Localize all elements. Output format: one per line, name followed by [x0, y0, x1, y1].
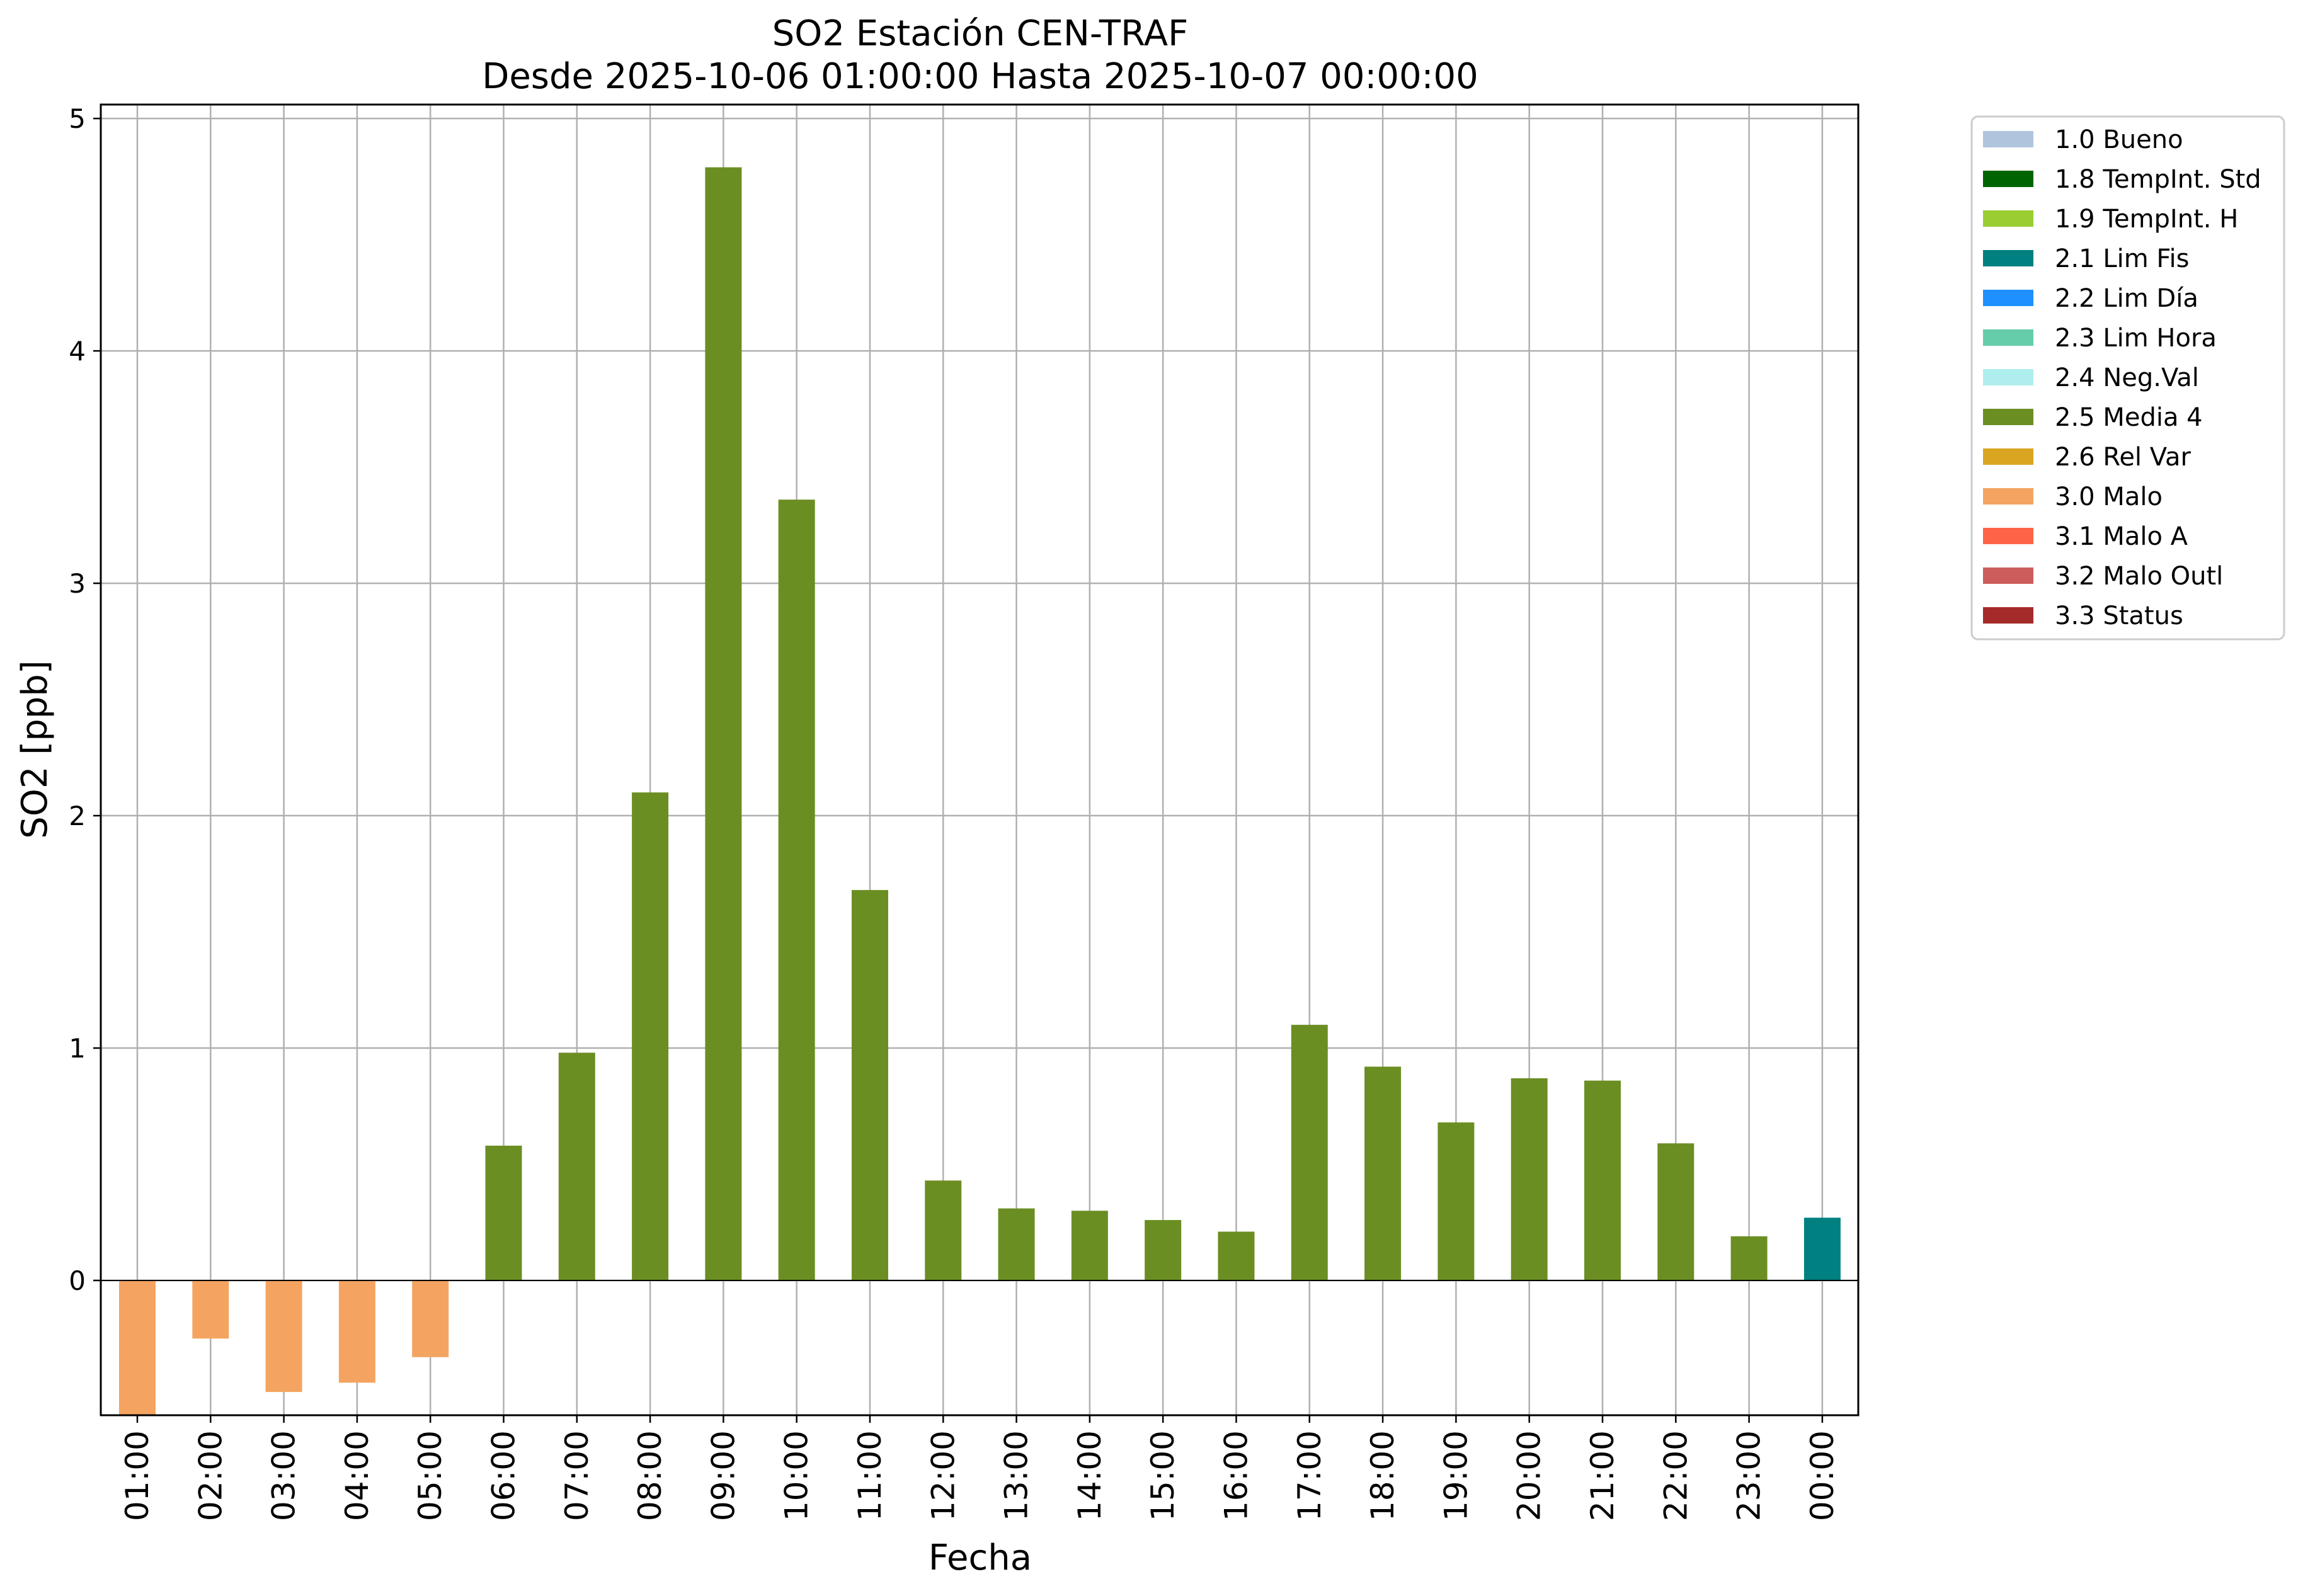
legend-label: 2.6 Rel Var	[2055, 443, 2192, 472]
legend-swatch	[1983, 171, 2033, 187]
bar	[778, 499, 815, 1280]
legend-swatch	[1983, 250, 2033, 266]
legend-label: 2.2 Lim Día	[2055, 284, 2198, 313]
legend-label: 3.1 Malo A	[2055, 522, 2188, 551]
legend-swatch	[1983, 607, 2033, 624]
legend-label: 1.8 TempInt. Std	[2055, 165, 2261, 194]
bar	[1364, 1066, 1402, 1280]
legend-label: 3.3 Status	[2055, 601, 2183, 630]
chart-subtitle: Desde 2025-10-06 01:00:00 Hasta 2025-10-…	[482, 56, 1478, 97]
x-tick-label: 01:00	[119, 1430, 156, 1521]
bar	[1071, 1211, 1108, 1280]
x-tick-label: 14:00	[1071, 1430, 1108, 1521]
legend-swatch	[1983, 528, 2033, 544]
x-tick-label: 18:00	[1364, 1430, 1401, 1521]
legend-swatch	[1983, 488, 2033, 504]
bar	[119, 1280, 156, 1415]
x-tick-label: 12:00	[925, 1430, 961, 1521]
bar	[1218, 1231, 1255, 1280]
bar	[1657, 1143, 1694, 1280]
bar	[1584, 1080, 1621, 1280]
chart-title: SO2 Estación CEN-TRAF	[772, 13, 1189, 54]
bar	[852, 890, 888, 1280]
legend-swatch	[1983, 329, 2033, 346]
bars	[119, 167, 1841, 1415]
legend-label: 1.0 Bueno	[2055, 125, 2183, 154]
x-tick-label: 00:00	[1804, 1430, 1841, 1521]
plot-area-frame	[100, 103, 1860, 1416]
x-tick-label: 19:00	[1437, 1430, 1474, 1521]
x-tick-label: 16:00	[1218, 1430, 1255, 1521]
x-tick-label: 13:00	[998, 1430, 1035, 1521]
bar	[925, 1180, 962, 1280]
y-axis-ticks: 0 1 2 3 4 5	[69, 103, 101, 1296]
x-tick-label: 04:00	[339, 1430, 375, 1521]
y-tick-label: 5	[69, 103, 86, 134]
y-tick-label: 2	[69, 801, 86, 831]
bar	[1145, 1220, 1182, 1280]
legend-items: 1.0 Bueno 1.8 TempInt. Std 1.9 TempInt. H 2…	[1983, 125, 2261, 630]
bar	[705, 167, 742, 1280]
x-tick-label: 07:00	[559, 1430, 595, 1521]
legend-swatch	[1983, 567, 2033, 584]
bar	[338, 1280, 375, 1383]
y-tick-label: 3	[69, 568, 86, 599]
legend-label: 2.4 Neg.Val	[2055, 363, 2199, 392]
legend-label: 2.5 Media 4	[2055, 403, 2203, 432]
x-tick-label: 02:00	[192, 1430, 229, 1521]
x-tick-label: 09:00	[705, 1430, 741, 1521]
bar	[1291, 1025, 1328, 1280]
x-tick-label: 05:00	[412, 1430, 449, 1521]
legend: 1.0 Bueno 1.8 TempInt. Std 1.9 TempInt. H 2…	[1970, 115, 2285, 641]
bar	[1803, 1217, 1841, 1280]
legend-box	[1970, 115, 2285, 641]
x-tick-label: 06:00	[486, 1430, 522, 1521]
x-tick-label: 21:00	[1584, 1430, 1621, 1521]
bar	[192, 1280, 229, 1339]
y-tick-label: 0	[69, 1265, 86, 1296]
bar	[485, 1145, 522, 1280]
x-tick-label: 17:00	[1291, 1430, 1328, 1521]
legend-swatch	[1983, 448, 2033, 465]
legend-label: 2.1 Lim Fis	[2055, 244, 2189, 273]
bar	[1730, 1236, 1768, 1280]
bar	[1511, 1078, 1548, 1280]
bar	[558, 1052, 595, 1280]
bar	[998, 1208, 1035, 1280]
x-axis-label: Fecha	[929, 1537, 1032, 1578]
legend-label: 3.0 Malo	[2055, 482, 2163, 511]
legend-swatch	[1983, 131, 2033, 147]
legend-swatch	[1983, 369, 2033, 385]
x-tick-label: 08:00	[632, 1430, 668, 1521]
x-tick-label: 15:00	[1145, 1430, 1181, 1521]
legend-swatch	[1983, 409, 2033, 425]
bar	[632, 792, 669, 1280]
bar	[265, 1280, 302, 1393]
x-axis-ticks: 01:00 02:00 03:00 04:00 05:00 06:00 07:00 08:00…	[119, 1415, 1841, 1521]
bar	[412, 1280, 449, 1357]
bar	[1437, 1122, 1475, 1280]
y-tick-label: 1	[69, 1033, 86, 1064]
x-tick-label: 22:00	[1657, 1430, 1694, 1521]
legend-label: 1.9 TempInt. H	[2055, 205, 2238, 234]
x-tick-label: 10:00	[779, 1430, 815, 1521]
x-tick-label: 03:00	[266, 1430, 302, 1521]
x-tick-label: 20:00	[1511, 1430, 1548, 1521]
legend-swatch	[1983, 210, 2033, 227]
x-tick-label: 11:00	[852, 1430, 888, 1521]
legend-label: 2.3 Lim Hora	[2055, 324, 2217, 353]
x-tick-label: 23:00	[1731, 1430, 1768, 1521]
legend-label: 3.2 Malo Outl	[2055, 562, 2223, 591]
y-tick-label: 4	[69, 336, 86, 367]
legend-swatch	[1983, 290, 2033, 306]
y-axis-label: SO2 [ppb]	[14, 660, 55, 838]
